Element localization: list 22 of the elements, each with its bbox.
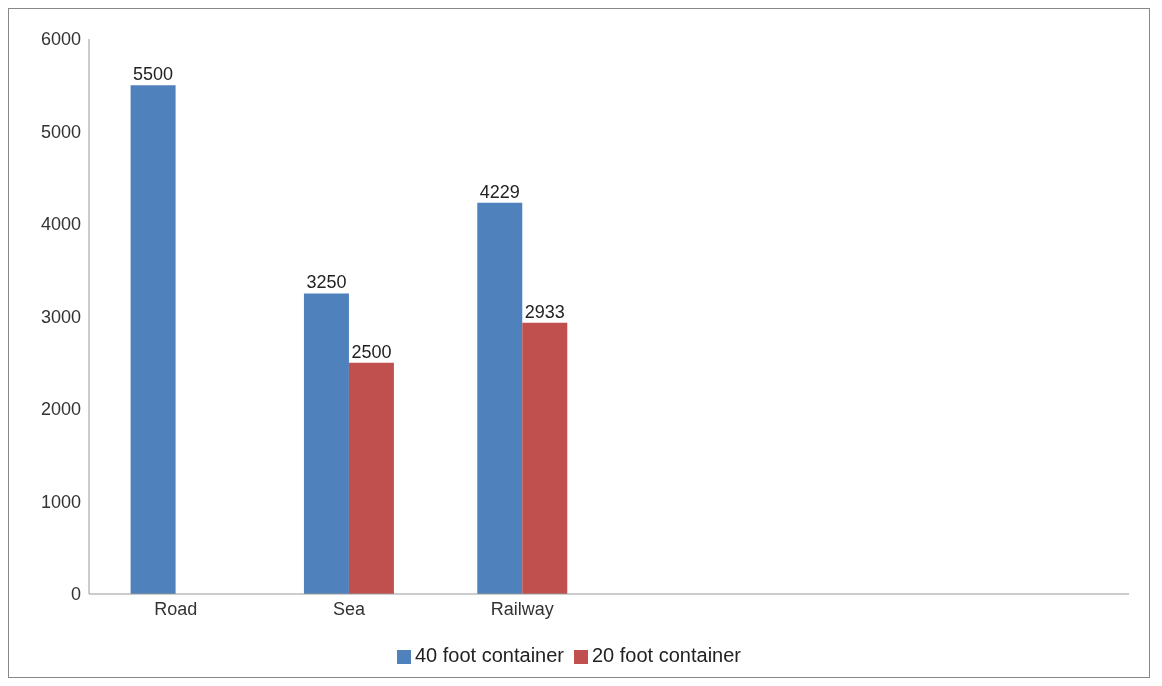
bar [348,362,394,594]
bar [303,293,349,594]
y-tick-label: 2000 [40,399,81,420]
bar [130,85,176,594]
data-label: 2500 [351,341,392,362]
x-tick-label: Sea [332,598,366,619]
legend-label: 40 foot container [415,644,564,666]
bar [522,322,568,594]
data-label: 4229 [479,181,520,202]
bar [477,202,523,594]
data-label: 5500 [133,64,174,85]
y-tick-label: 3000 [40,306,81,327]
y-tick-label: 1000 [40,491,81,512]
y-tick-label: 4000 [40,214,81,235]
data-label: 2933 [524,301,565,322]
x-tick-label: Road [154,598,198,619]
data-label: 3250 [306,272,347,293]
y-tick-label: 6000 [40,29,81,50]
y-tick-label: 5000 [40,121,81,142]
y-tick-label: 0 [70,584,81,605]
legend-label: 20 foot container [592,644,741,666]
x-tick-label: Railway [490,598,554,619]
